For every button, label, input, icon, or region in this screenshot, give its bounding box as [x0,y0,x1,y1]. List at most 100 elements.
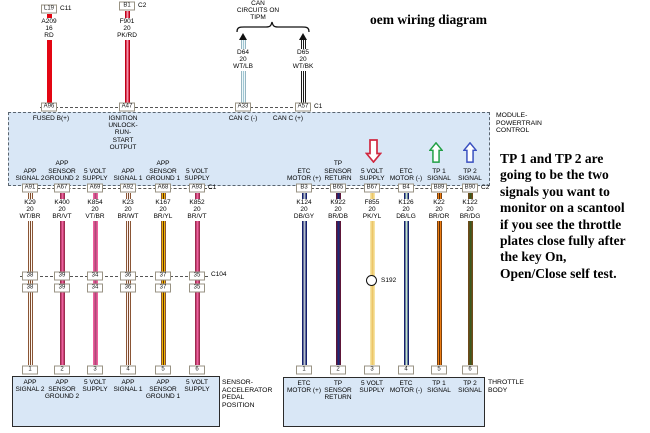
wire-label-D65-line: WT/BK [292,63,314,71]
module-bottom-label-A67-line: GROUND 2 [44,174,80,182]
throttle-box-name-label-line: BODY [488,386,508,394]
pedal-pin-label-6-line: SUPPLY [184,386,210,394]
module-bottom-label-B65-line: SENSOR [324,167,352,175]
wire-label-D64-line: 20 [239,56,247,64]
module-top-label-3-line: CAN C (+) [272,115,304,122]
module-bottom-label-B90-line: TP 2 [463,167,477,175]
module-name-label-line: MODULE- [496,112,528,119]
pin-module-bottom-B89: B89 [431,183,447,193]
c104-pin-line [20,276,208,277]
pin-throttle-pin-2: 2 [330,365,346,375]
wire-label-D65-line: D65 [297,49,309,56]
pedal-pin-label-2-line: APP [55,379,69,386]
block-arrow-up-1 [429,142,443,163]
module-bottom-pin-line-left [22,188,212,189]
wire-label-B89-line: 20 [435,206,443,214]
wire-label-A92-line: BR/WT [117,213,139,221]
module-top-label-2: CAN C (-) [229,115,258,122]
module-bottom-label-B89: TP 1 SIGNAL [427,168,451,182]
module-bottom-label-A91-line: SIGNAL 2 [15,174,45,182]
pedal-pin-label-4-line: APP [121,379,135,386]
pin-module-bottom-A93: A93 [189,183,205,193]
can-header-line: CAN [251,0,265,7]
module-bottom-label-A92: APP SIGNAL 1 [113,168,142,182]
wire-label-F901-line: 20 [123,25,131,33]
module-top-label-1: IGNITION UNLOCK- RUN- START OUTPUT [108,115,137,151]
wire-label-B90-line: 20 [466,206,474,214]
pin-conn-F901: B1 [119,1,135,11]
pin-throttle-pin-5: 5 [431,365,447,375]
throttle-box-name-label-line: THROTTLE [488,379,524,386]
pin-module-bottom-A92: A92 [120,183,136,193]
module-bottom-label-B89-line: TP 1 [432,167,446,175]
wire-label-B4-line: K126 [398,199,414,206]
pedal-pin-label-3-line: 5 VOLT [84,379,106,386]
pin-c104-bottom-39-1: 39 [54,283,70,293]
wire-label-A93-line: BR/VT [187,213,207,221]
wire-label-B67-line: 20 [368,206,376,214]
pedal-pin-label-5-line: APP [156,379,170,386]
wire-B89 [436,193,442,365]
wire-label-B65-line: 20 [334,206,342,214]
pin-c104-top-34-2: 34 [87,271,103,281]
wire-label-A209-line: 16 [45,25,53,33]
c104-connector-label: C104 [211,271,227,278]
module-bottom-label-A68: APP SENSOR GROUND 1 [146,160,180,182]
wire-label-B90-line: BR/DG [459,213,481,221]
wire-B90 [467,193,473,365]
wire-label-A209-line: RD [44,32,54,40]
pedal-pin-label-1: APP SIGNAL 2 [15,379,44,393]
throttle-pin-label-1: ETC MOTOR (+) [287,380,321,394]
pin-module-top-A57: A57 [295,102,311,112]
wire-label-A67-line: BR/VT [52,213,72,221]
module-top-label-1-line: IGNITION [108,115,138,122]
pin-c104-bottom-34-2: 34 [87,283,103,293]
wire-label-B3-line: DB/GY [293,213,315,221]
module-bottom-label-B67-line: 5 VOLT [361,167,383,175]
pedal-pin-label-5: APP SENSOR GROUND 1 [146,379,180,401]
wire-label-A93-line: 20 [193,206,201,214]
module-powertrain-control-box [8,112,490,186]
pin-c104-top-39-1: 39 [54,271,70,281]
wire-B4 [403,193,409,365]
wire-label-D65-line: 20 [299,56,307,64]
pedal-pin-label-2: APP SENSOR GROUND 2 [45,379,79,401]
throttle-pin-label-5-line: TP 1 [432,380,446,387]
pin-suffix-module-bottom-B90: C2 [481,184,490,191]
pin-suffix-module-bottom-A93: C1 [208,184,217,191]
pin-module-bottom-A91: A91 [22,183,38,193]
up-arrow-D65 [298,33,307,40]
wire-label-D64: D64 20 WT/LB [232,49,254,71]
module-top-pin-line [40,107,298,108]
module-bottom-label-A67-line: APP [55,160,69,168]
wire-label-B90-line: K122 [462,199,478,206]
pedal-pin-label-2-line: GROUND 2 [44,393,80,401]
wire-label-A91-line: K29 [24,199,36,206]
pin-c104-top-38-0: 38 [22,271,38,281]
pin-pedal-pin-3: 3 [87,365,103,375]
module-bottom-label-B4: ETC MOTOR (-) [390,168,422,182]
pin-suffix-conn-F901: C2 [138,2,147,9]
throttle-pin-label-6-line: TP 2 [463,380,477,387]
throttle-pin-label-2-line: SENSOR [324,387,352,395]
wire-label-A93-line: K852 [189,199,205,206]
pin-conn-A209: L19 [41,4,57,14]
wire-label-B65-line: BR/DB [328,213,348,221]
throttle-pin-label-4-line: MOTOR (-) [389,387,423,395]
pin-module-top-A33: A33 [235,102,251,112]
module-bottom-label-B67: 5 VOLT SUPPLY [359,168,384,182]
wire-label-B89-line: BR/OR [428,213,450,221]
wire-label-A93: K852 20 BR/VT [186,199,208,221]
module-bottom-label-B65: TP SENSOR RETURN [324,160,351,182]
wire-label-A91: K29 20 WT/BR [18,199,42,221]
can-bracket [236,21,310,33]
up-arrow-D64 [238,33,247,40]
wire-label-A69-line: VT/BR [85,213,105,221]
throttle-pin-label-2: TP SENSOR RETURN [324,380,351,402]
pin-pedal-pin-6: 6 [189,365,205,375]
wire-label-A209-line: A209 [41,18,57,25]
pin-module-bottom-A69: A69 [87,183,103,193]
module-bottom-label-A68-line: SENSOR [149,167,177,175]
wire-label-B89: K22 20 BR/OR [427,199,451,221]
